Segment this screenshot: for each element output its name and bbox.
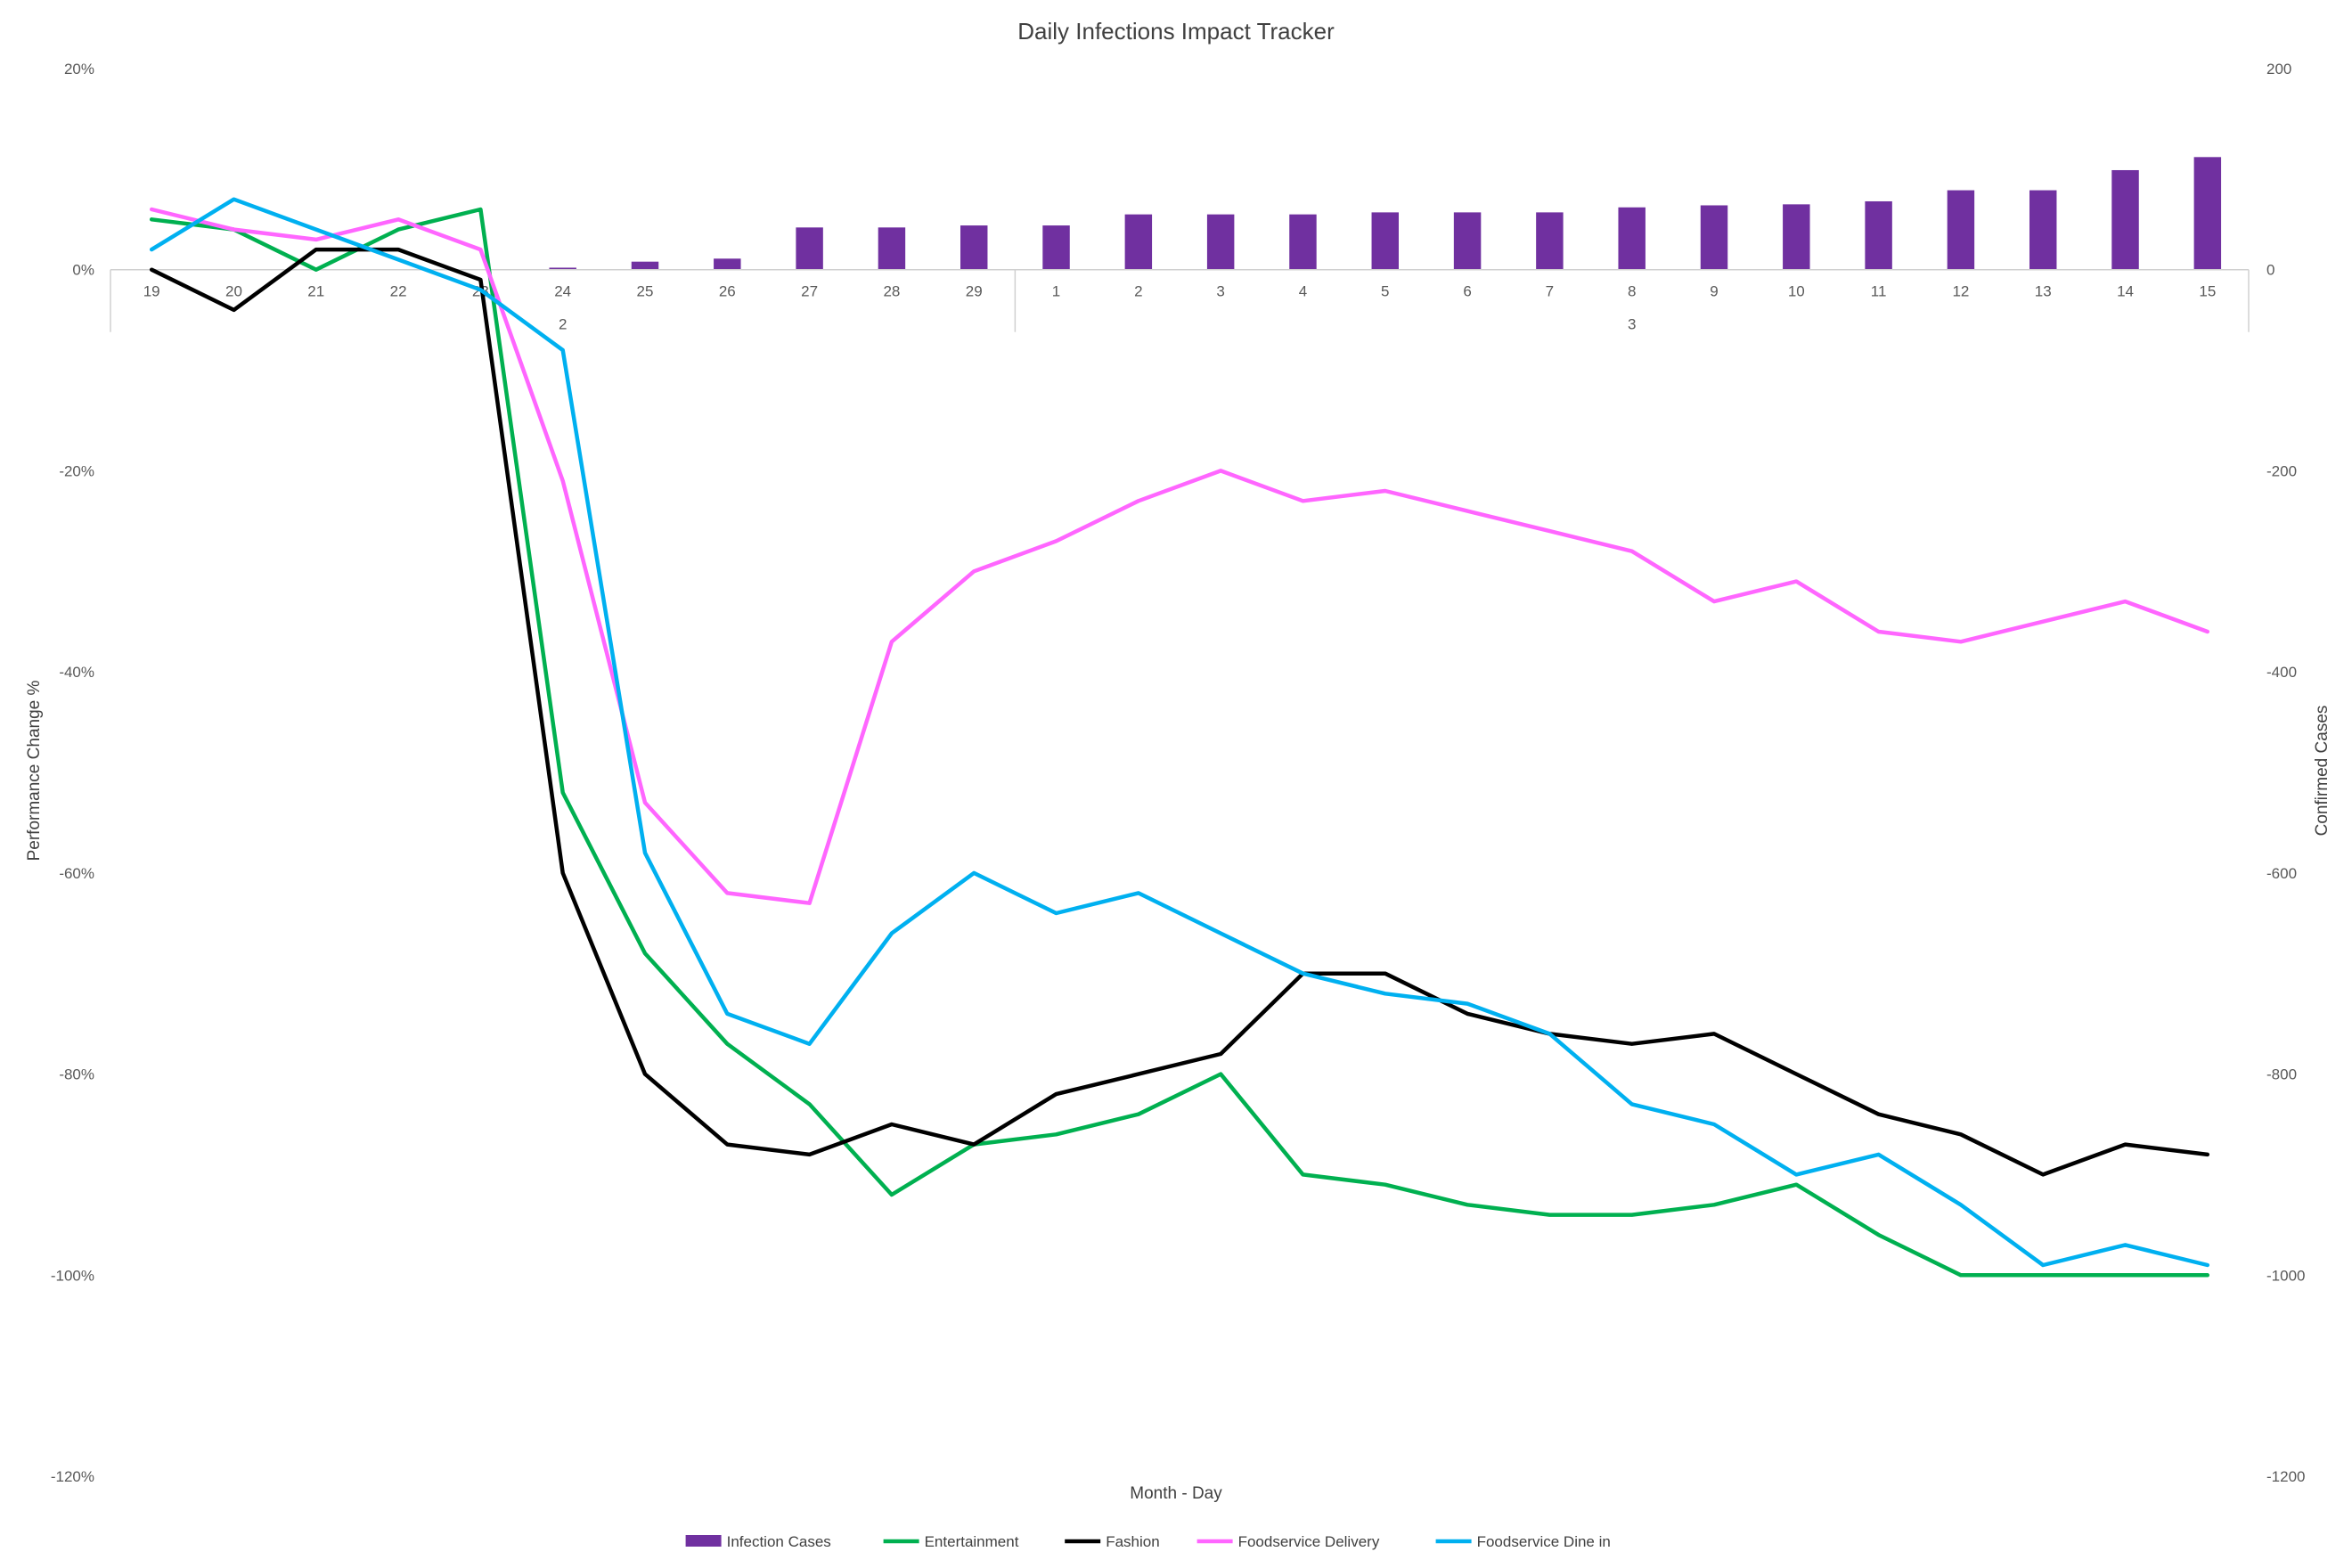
- x-tick-label: 5: [1381, 283, 1389, 300]
- x-tick-label: 14: [2117, 283, 2134, 300]
- x-axis: 19 20 21 22 23 24 25 26 27 28 29 1 2 3 4 5 6 7 8 9 10 11 12 13 1…: [110, 268, 2250, 333]
- infection-bar: [878, 227, 906, 270]
- y-tick-right-label: -800: [2266, 1066, 2297, 1083]
- x-tick-label: 20: [225, 283, 242, 300]
- x-tick-label: 27: [801, 283, 818, 300]
- infection-bar: [631, 261, 659, 270]
- y-tick-right-label: 200: [2266, 61, 2291, 78]
- infection-bar: [2193, 157, 2222, 270]
- x-axis-title: Month - Day: [1130, 1484, 1222, 1503]
- legend-label: Foodservice Delivery: [1238, 1533, 1380, 1550]
- y-tick-right-label: -600: [2266, 865, 2297, 882]
- month-group-label: 2: [559, 316, 567, 333]
- series-line-entertainment: [149, 207, 2210, 1278]
- infection-bar: [1453, 212, 1482, 270]
- y-axis-left: 20% 0% -20% -40% -60% -80% -100% -120%: [51, 61, 94, 1485]
- infection-bar: [1124, 214, 1153, 270]
- x-tick-label: 6: [1463, 283, 1471, 300]
- y-tick-right-label: -1000: [2266, 1267, 2305, 1284]
- chart-title: Daily Infections Impact Tracker: [1017, 18, 1335, 45]
- x-tick-label: 21: [307, 283, 324, 300]
- month-group-label: 3: [1628, 316, 1636, 333]
- infection-bar: [1289, 214, 1317, 270]
- series-lines: [149, 197, 2210, 1278]
- infection-bars: [549, 157, 2222, 270]
- infection-bar: [1618, 207, 1646, 270]
- infection-bar: [1042, 225, 1070, 270]
- legend-label: Infection Cases: [727, 1533, 831, 1550]
- y-tick-left-label: 20%: [64, 61, 94, 78]
- legend: Infection Cases Entertainment Fashion Foods…: [685, 1533, 1611, 1550]
- series-line-fashion: [149, 247, 2210, 1177]
- legend-swatch: [685, 1535, 722, 1547]
- infection-bar: [1865, 200, 1892, 270]
- y-tick-right-label: -400: [2266, 664, 2297, 681]
- x-tick-label: 2: [1134, 283, 1142, 300]
- infection-bar: [1371, 212, 1399, 270]
- y-axis-right: 200 0 -200 -400 -600 -800 -1000 -1200: [2266, 61, 2305, 1485]
- legend-label: Foodservice Dine in: [1477, 1533, 1611, 1550]
- legend-label: Fashion: [1106, 1533, 1159, 1550]
- x-tick-label: 19: [143, 283, 160, 300]
- x-tick-label: 9: [1710, 283, 1718, 300]
- infection-bar: [1700, 205, 1728, 270]
- x-tick-label: 29: [966, 283, 983, 300]
- y-tick-left-label: -20%: [59, 462, 94, 479]
- infection-bar: [1783, 204, 1810, 270]
- infection-bar: [2029, 190, 2057, 270]
- infection-bar: [1536, 212, 1564, 270]
- x-tick-label: 26: [719, 283, 736, 300]
- y-tick-left-label: -40%: [59, 664, 94, 681]
- x-tick-label: 13: [2035, 283, 2052, 300]
- y-tick-left-label: 0%: [72, 262, 94, 279]
- x-tick-label: 15: [2199, 283, 2216, 300]
- y-tick-left-label: -60%: [59, 865, 94, 882]
- y-tick-right-label: 0: [2266, 262, 2274, 279]
- x-tick-label: 25: [637, 283, 654, 300]
- infection-bar: [1206, 214, 1235, 270]
- series-line-foodservice-delivery: [149, 207, 2210, 905]
- y-tick-left-label: -100%: [51, 1267, 94, 1284]
- y-axis-left-title: Performance Change %: [25, 681, 44, 862]
- x-tick-label: 28: [883, 283, 900, 300]
- x-tick-label: 12: [1952, 283, 1969, 300]
- x-tick-label: 8: [1628, 283, 1636, 300]
- x-tick-label: 7: [1546, 283, 1554, 300]
- x-tick-label: 10: [1788, 283, 1805, 300]
- y-tick-right-label: -200: [2266, 462, 2297, 479]
- infection-bar: [549, 267, 576, 270]
- y-axis-right-title: Confirmed Cases: [2313, 706, 2332, 837]
- infection-bar: [1947, 190, 1975, 270]
- x-tick-label: 1: [1052, 283, 1060, 300]
- series-line-foodservice-dine-in: [149, 197, 2210, 1268]
- infection-bar: [796, 227, 823, 270]
- x-tick-label: 4: [1299, 283, 1307, 300]
- infection-bar: [714, 258, 741, 270]
- x-tick-label: 11: [1871, 283, 1887, 300]
- x-tick-label: 24: [554, 283, 571, 300]
- y-tick-left-label: -120%: [51, 1468, 94, 1485]
- infection-bar: [2111, 169, 2139, 270]
- infection-bar: [960, 225, 988, 270]
- y-tick-right-label: -1200: [2266, 1468, 2305, 1485]
- x-tick-label: 22: [390, 283, 407, 300]
- y-tick-left-label: -80%: [59, 1066, 94, 1083]
- x-tick-label: 3: [1216, 283, 1224, 300]
- legend-label: Entertainment: [925, 1533, 1019, 1550]
